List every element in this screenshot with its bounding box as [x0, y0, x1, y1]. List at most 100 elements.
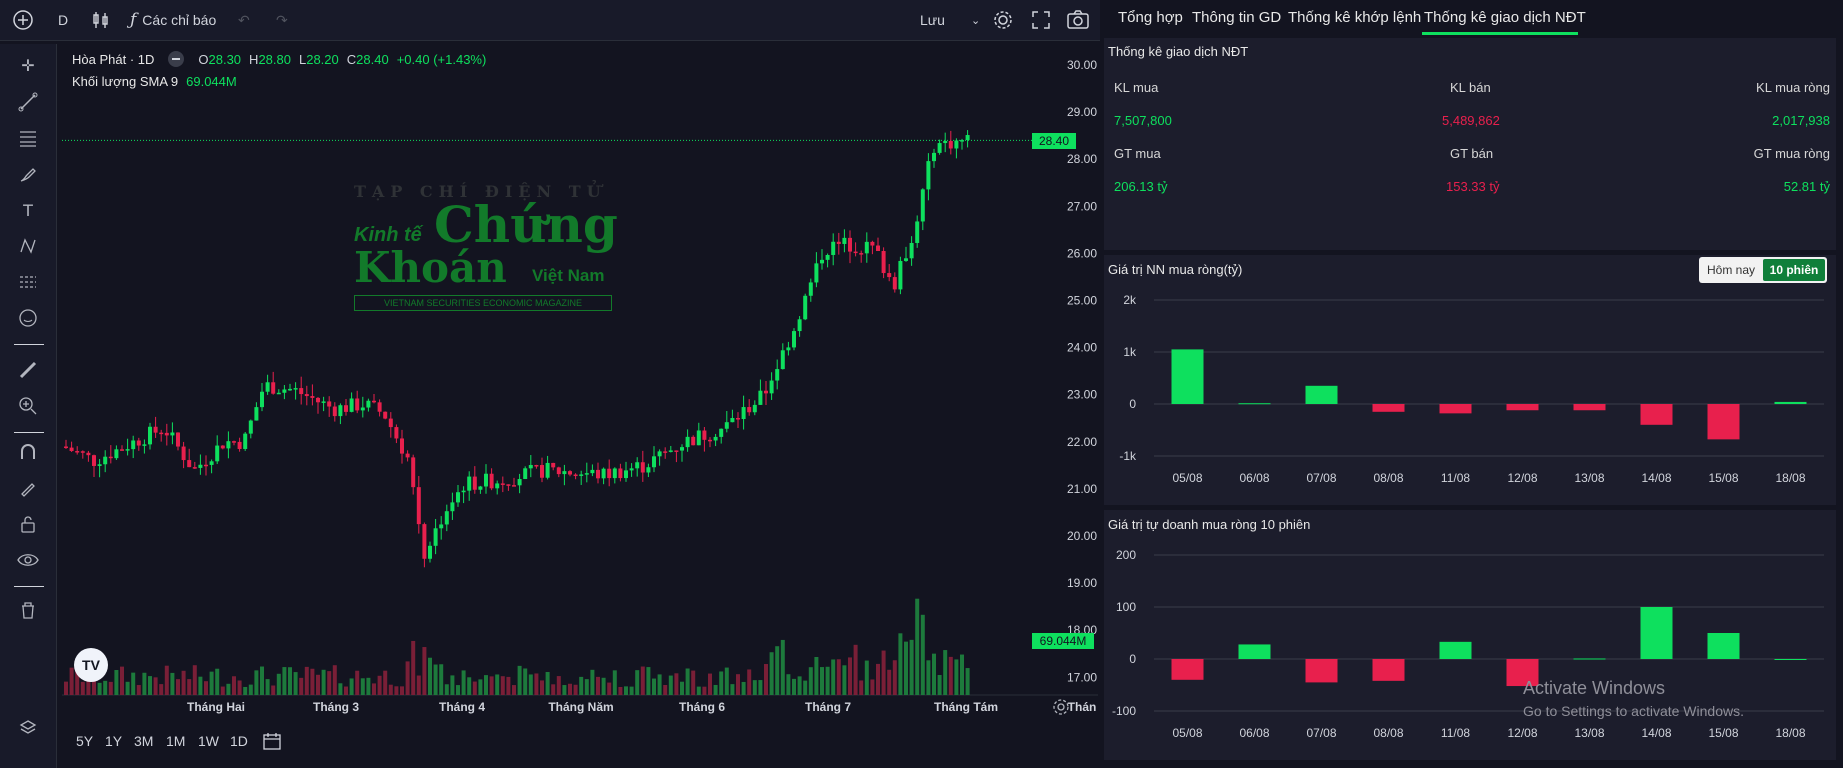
candle — [960, 138, 964, 150]
trash-icon[interactable] — [16, 598, 40, 622]
tab-trade-info[interactable]: Thông tin GD — [1192, 8, 1282, 26]
bar[interactable] — [1439, 641, 1472, 659]
volume-bar — [232, 676, 236, 695]
time-axis-label: Tháng Năm — [548, 700, 613, 714]
bar[interactable] — [1305, 659, 1338, 683]
timeframe-button-5y[interactable]: 5Y — [76, 733, 94, 749]
date-range-button[interactable] — [262, 726, 282, 756]
candle — [668, 445, 673, 453]
timeframe-button-1m[interactable]: 1M — [166, 733, 186, 749]
timeframe-button-1w[interactable]: 1W — [198, 733, 219, 749]
time-axis-label: Tháng Tám — [934, 700, 998, 714]
fib-retracement-icon[interactable] — [16, 126, 40, 150]
indicators-button[interactable]: ƒ Các chỉ báo — [130, 0, 216, 40]
bar[interactable] — [1238, 644, 1271, 659]
bar[interactable] — [1171, 659, 1204, 680]
candle — [176, 432, 180, 451]
candle — [148, 422, 152, 450]
chart-style-button[interactable] — [92, 0, 110, 40]
settings-button[interactable] — [992, 0, 1014, 40]
candle — [702, 427, 707, 452]
tab-overview[interactable]: Tổng hợp — [1118, 8, 1183, 26]
zoom-in-icon[interactable] — [16, 394, 40, 418]
price-chart-widget: D ƒ Các chỉ báo ↶ ↷ Lưu ⌄ ✛ — [0, 0, 1100, 768]
object-tree-icon[interactable] — [16, 716, 40, 740]
bar[interactable] — [1238, 403, 1271, 405]
volume-bar — [153, 677, 158, 695]
screenshot-button[interactable] — [1067, 0, 1089, 40]
time-axis-label: Tháng Hai — [187, 700, 245, 714]
bar[interactable] — [1707, 404, 1740, 440]
time-axis-label: Tháng 7 — [805, 700, 851, 714]
candle — [629, 463, 634, 477]
candle — [528, 455, 533, 478]
x-tick-label: 05/08 — [1172, 726, 1202, 740]
x-tick-label: 12/08 — [1507, 471, 1537, 485]
stay-drawing-icon[interactable] — [16, 476, 40, 500]
volume-bar — [355, 670, 360, 695]
bar[interactable] — [1707, 633, 1740, 659]
ruler-icon[interactable] — [16, 358, 40, 382]
crosshair-icon[interactable]: ✛ — [21, 58, 35, 75]
bar[interactable] — [1774, 659, 1807, 660]
timeframe-button-1y[interactable]: 1Y — [105, 733, 123, 749]
ten-sessions-button[interactable]: 10 phiên — [1763, 259, 1825, 281]
candle — [439, 516, 444, 540]
volume-bar — [741, 681, 746, 695]
bar[interactable] — [1372, 659, 1405, 681]
bar[interactable] — [1774, 401, 1807, 404]
magnet-icon[interactable] — [16, 440, 40, 464]
kl-ban-label: KL bán — [1450, 80, 1491, 95]
undo-icon: ↶ — [238, 11, 250, 28]
text-tool-icon[interactable]: T — [23, 200, 33, 220]
bar[interactable] — [1439, 404, 1472, 414]
fullscreen-button[interactable] — [1031, 0, 1051, 40]
candle — [685, 429, 690, 452]
candle — [758, 379, 763, 405]
volume-bar — [747, 669, 752, 695]
pattern-icon[interactable] — [16, 234, 40, 258]
volume-bar — [652, 678, 656, 695]
bar[interactable] — [1573, 658, 1606, 660]
candlestick-canvas[interactable]: 30.00 29.00 28.00 27.00 26.00 25.00 24.00 23.00… — [62, 44, 1098, 724]
redo-button[interactable]: ↷ — [276, 0, 288, 40]
volume-bar — [198, 676, 203, 695]
brush-icon[interactable] — [16, 162, 40, 186]
today-button[interactable]: Hôm nay — [1706, 263, 1756, 277]
volume-bar — [75, 669, 80, 695]
candle — [366, 398, 371, 412]
tradingview-logo-icon[interactable]: TV — [74, 648, 108, 682]
volume-bar — [713, 684, 718, 695]
bar[interactable] — [1305, 385, 1338, 404]
prediction-icon[interactable] — [16, 270, 40, 294]
bar[interactable] — [1640, 404, 1673, 425]
candle — [69, 441, 74, 452]
candle — [708, 437, 712, 448]
timeframe-button-1d[interactable]: 1D — [230, 733, 248, 749]
bar[interactable] — [1506, 659, 1539, 687]
save-button[interactable]: Lưu ⌄ — [920, 0, 980, 40]
collapse-legend-icon[interactable] — [168, 51, 185, 67]
add-symbol-button[interactable] — [12, 0, 34, 40]
timeframe-button-3m[interactable]: 3M — [134, 733, 154, 749]
volume-bar — [915, 598, 920, 695]
lock-icon[interactable] — [16, 512, 40, 536]
bar[interactable] — [1573, 404, 1606, 411]
bar[interactable] — [1506, 404, 1539, 411]
tab-matching-stats[interactable]: Thống kê khớp lệnh — [1288, 8, 1422, 26]
bar[interactable] — [1372, 404, 1405, 412]
prop-trading-chart: 200 100 0 -100 05/08 06/08 07/08 08/08 11/08 12/0… — [1112, 548, 1824, 740]
candle — [713, 433, 718, 447]
symbol-interval-button[interactable]: D — [58, 12, 69, 28]
tab-investor-stats[interactable]: Thống kê giao dịch NĐT — [1424, 8, 1586, 26]
volume-bar — [400, 686, 404, 695]
emoji-icon[interactable] — [16, 306, 40, 330]
trend-line-icon[interactable] — [16, 90, 40, 114]
axis-settings-button[interactable] — [1052, 698, 1070, 721]
undo-button[interactable]: ↶ — [238, 0, 250, 40]
bar[interactable] — [1171, 349, 1204, 404]
candlestick-plot[interactable]: 30.00 29.00 28.00 27.00 26.00 25.00 24.00 23.00… — [62, 44, 1098, 724]
eye-icon[interactable] — [16, 548, 40, 572]
bar[interactable] — [1640, 607, 1673, 659]
time-axis-label: Tháng 6 — [679, 700, 725, 714]
